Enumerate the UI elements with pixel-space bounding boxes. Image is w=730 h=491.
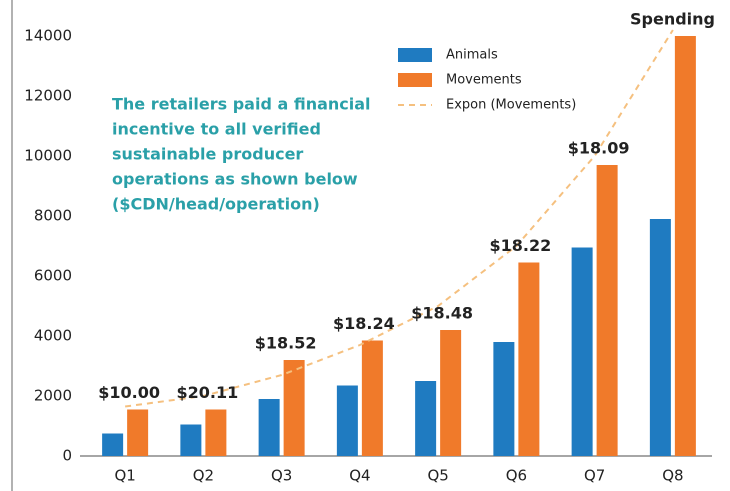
bar bbox=[102, 433, 124, 456]
data-annotation: $10.00 bbox=[98, 383, 160, 402]
data-annotation: $18.24 bbox=[333, 314, 395, 333]
y-axis-label: Spending bbox=[630, 10, 715, 29]
x-tick-label: Q5 bbox=[427, 467, 448, 485]
legend-label: Movements bbox=[446, 73, 522, 88]
y-tick-label: 10000 bbox=[24, 147, 72, 165]
bar bbox=[127, 409, 149, 456]
bar bbox=[493, 342, 515, 456]
bar bbox=[649, 219, 671, 456]
trend-line bbox=[124, 29, 674, 408]
note-text: The retailers paid a financial bbox=[112, 95, 371, 114]
x-tick-label: Q7 bbox=[584, 467, 605, 485]
bar bbox=[336, 385, 358, 456]
x-tick-label: Q4 bbox=[349, 467, 370, 485]
legend-swatch bbox=[398, 48, 432, 62]
legend-label: Expon (Movements) bbox=[446, 98, 576, 113]
data-annotation: $20.11 bbox=[177, 383, 239, 402]
data-annotation: $18.09 bbox=[568, 139, 630, 158]
y-tick-label: 6000 bbox=[34, 267, 72, 285]
note-text: ($CDN/head/operation) bbox=[112, 195, 320, 214]
x-tick-label: Q8 bbox=[662, 467, 683, 485]
y-tick-label: 12000 bbox=[24, 87, 72, 105]
y-tick-label: 2000 bbox=[34, 387, 72, 405]
y-tick-label: 4000 bbox=[34, 327, 72, 345]
y-tick-label: 0 bbox=[62, 447, 72, 465]
x-tick-label: Q1 bbox=[114, 467, 135, 485]
bar bbox=[596, 165, 618, 456]
bar bbox=[180, 424, 202, 456]
data-annotation: $18.22 bbox=[490, 236, 552, 255]
x-tick-label: Q3 bbox=[271, 467, 292, 485]
bar bbox=[674, 36, 696, 456]
bar bbox=[415, 381, 437, 456]
note-text: operations as shown below bbox=[112, 170, 358, 189]
x-tick-label: Q2 bbox=[193, 467, 214, 485]
bar bbox=[361, 340, 383, 456]
note-text: sustainable producer bbox=[112, 145, 303, 164]
bar bbox=[258, 399, 280, 456]
legend-swatch bbox=[398, 73, 432, 87]
note-text: incentive to all verified bbox=[112, 120, 321, 139]
bar bbox=[440, 330, 462, 456]
data-annotation: $18.52 bbox=[255, 334, 317, 353]
bar bbox=[283, 360, 305, 456]
bar bbox=[518, 262, 540, 456]
y-tick-label: 8000 bbox=[34, 207, 72, 225]
y-tick-label: 14000 bbox=[24, 27, 72, 45]
data-annotation: $18.48 bbox=[411, 304, 473, 323]
x-tick-label: Q6 bbox=[506, 467, 527, 485]
legend-label: Animals bbox=[446, 48, 498, 63]
bar bbox=[205, 409, 227, 456]
bar bbox=[571, 247, 593, 456]
